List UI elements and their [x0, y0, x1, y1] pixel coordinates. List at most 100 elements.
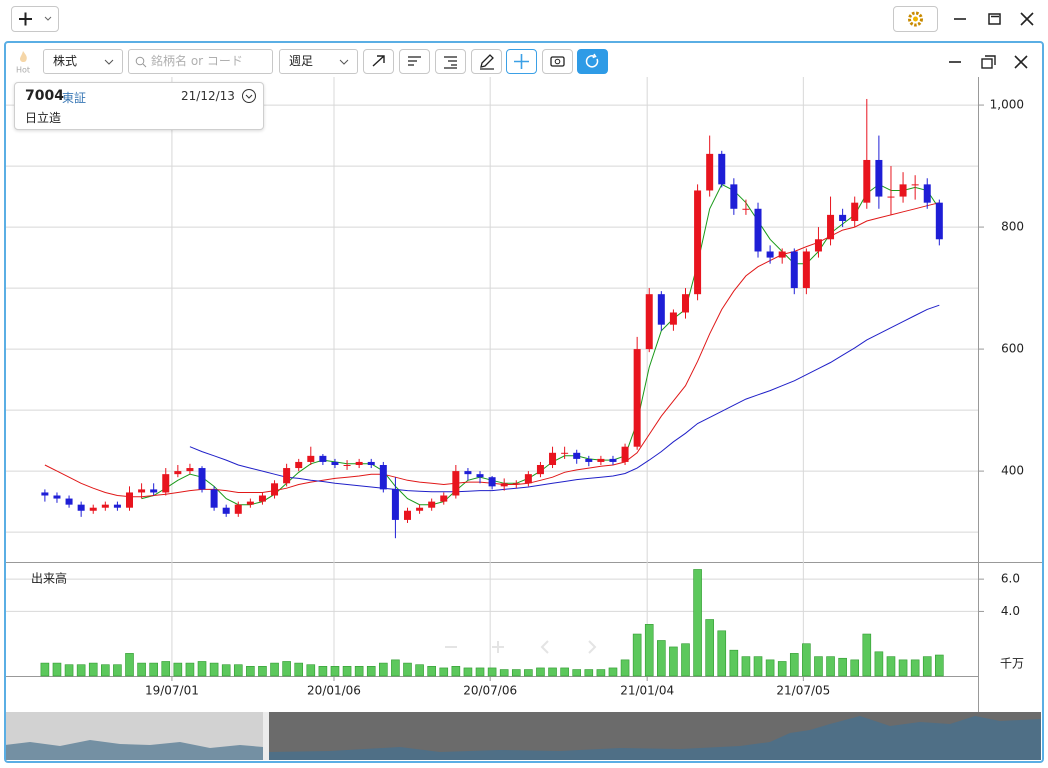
draw-button[interactable]	[471, 49, 502, 74]
date: 21/12/13	[181, 89, 235, 103]
period-select[interactable]: 週足	[279, 49, 358, 74]
candle-body	[295, 461, 303, 469]
trendline-button[interactable]	[363, 49, 394, 74]
settings-button[interactable]	[893, 6, 938, 32]
navigator-area	[5, 740, 263, 760]
market-select[interactable]: 株式	[43, 49, 123, 74]
volume-bar	[246, 666, 255, 677]
scroll-left-button[interactable]	[540, 640, 549, 654]
candle-body	[428, 501, 436, 508]
x-tick-label: 19/07/01	[145, 684, 199, 698]
volume-bar	[209, 662, 219, 677]
volume-bar	[584, 669, 594, 677]
volume-bar	[40, 662, 50, 677]
volume-bar	[596, 669, 606, 677]
panel-restore[interactable]	[981, 58, 993, 69]
volume-bar	[342, 666, 352, 677]
new-tab-button[interactable]	[11, 6, 59, 32]
candle-body	[536, 465, 544, 475]
exchange: 東証	[62, 91, 87, 105]
candle-body	[827, 214, 835, 240]
panel-close[interactable]	[1014, 55, 1028, 69]
volume-bar	[76, 664, 86, 677]
volume-bar	[475, 667, 485, 677]
candle-body	[887, 196, 895, 198]
volume-bar	[221, 664, 231, 677]
close[interactable]	[1020, 12, 1034, 26]
volume-bar	[354, 666, 364, 677]
volume-bar	[717, 630, 727, 677]
scroll-right-button[interactable]	[588, 640, 597, 654]
candle-body	[198, 468, 206, 490]
volume-bar	[125, 653, 134, 677]
volume-bar	[463, 667, 473, 677]
y-tick-label: 400	[1001, 464, 1024, 478]
stock-name: 日立造	[25, 111, 62, 125]
candle-body	[150, 489, 158, 493]
candle-body	[742, 208, 750, 210]
candle-body	[549, 452, 557, 465]
align-left-button[interactable]	[399, 49, 430, 74]
volume-bar	[330, 666, 340, 677]
candle-body	[694, 190, 702, 295]
y-tick-label: 800	[1001, 220, 1024, 234]
candle-body	[839, 214, 847, 221]
maximize[interactable]	[988, 13, 1001, 25]
align-right-button[interactable]	[435, 49, 466, 74]
volume-bar	[657, 640, 666, 677]
volume-bar	[705, 619, 714, 677]
icon	[19, 12, 52, 26]
candle-body	[222, 507, 230, 514]
volume-bar	[802, 643, 811, 677]
candle-body	[89, 507, 97, 511]
candle-body	[258, 495, 266, 502]
y-tick-label: 6.0	[1001, 572, 1020, 586]
volume-bar	[572, 669, 582, 677]
refresh-button[interactable]	[577, 49, 608, 74]
candle-body	[41, 492, 49, 496]
candle-body	[790, 251, 798, 289]
volume-bar	[898, 659, 908, 677]
expand-button[interactable]	[241, 88, 257, 104]
volume-bar	[729, 649, 739, 677]
volume-bar	[560, 667, 569, 677]
volume-bar	[282, 661, 291, 677]
search-placeholder: 銘柄名 or コード	[151, 54, 243, 68]
volume-bar	[608, 667, 618, 677]
candle-body	[718, 153, 726, 185]
candle-body	[440, 495, 448, 502]
candle-body	[319, 455, 327, 462]
candle-body	[633, 349, 641, 447]
candle-body	[512, 483, 520, 485]
volume-bar	[620, 659, 630, 677]
zoom-in-button[interactable]	[492, 641, 504, 653]
hot-icon[interactable]: Hot	[12, 48, 34, 76]
volume-bar	[548, 667, 557, 677]
screenshot-button[interactable]	[542, 49, 573, 74]
candle-body	[645, 294, 653, 350]
candle-body	[706, 153, 714, 191]
candle-body	[911, 184, 919, 186]
candle-body	[778, 251, 786, 258]
candle-body	[379, 465, 387, 490]
volume-bar	[306, 664, 316, 677]
candle-body	[416, 507, 424, 511]
search-input[interactable]: 銘柄名 or コード	[128, 49, 273, 74]
volume-bar	[113, 664, 122, 677]
volume-bar	[439, 667, 449, 677]
y-tick-label: 4.0	[1001, 604, 1020, 618]
crosshair-button[interactable]	[506, 49, 537, 74]
volume-bar	[886, 656, 896, 677]
volume-bar	[632, 633, 642, 677]
volume-bar	[403, 662, 412, 677]
candle-body	[561, 452, 569, 454]
volume-bar	[850, 659, 860, 677]
candle-body	[162, 474, 170, 493]
volume-unit: 千万	[1000, 657, 1024, 671]
volume-bar	[52, 662, 62, 677]
candle-body	[754, 208, 762, 252]
volume-bar	[270, 662, 279, 677]
navigator-area	[269, 716, 1041, 760]
